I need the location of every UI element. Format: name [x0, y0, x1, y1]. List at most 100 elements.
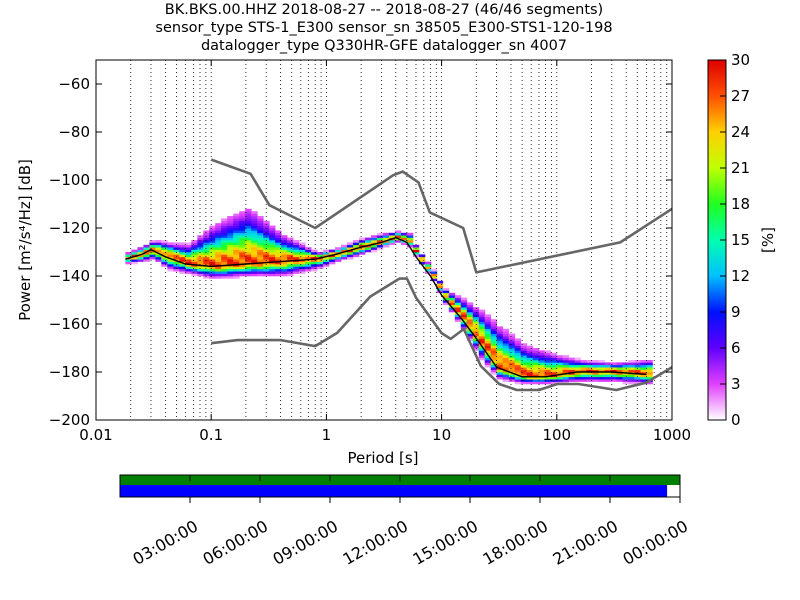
heatmap-cell [472, 338, 480, 342]
heatmap-cell [281, 240, 288, 243]
heatmap-cell [592, 379, 599, 382]
heatmap-cell [125, 252, 132, 255]
heatmap-cell [550, 376, 557, 380]
heatmap-cell [173, 266, 180, 270]
heatmap-cell [406, 240, 414, 243]
heatmap-cell [490, 324, 498, 327]
heatmap-cell [155, 249, 162, 253]
heatmap-cell [203, 247, 210, 250]
heatmap-cell [269, 228, 276, 231]
y-tick-label: −200 [49, 411, 90, 429]
heatmap-cell [592, 372, 599, 375]
heatmap-cell [203, 235, 210, 238]
heatmap-cell [490, 333, 498, 337]
heatmap-cell [556, 369, 563, 373]
heatmap-cell [311, 249, 318, 253]
heatmap-cell [347, 247, 354, 250]
heatmap-cell [598, 374, 605, 378]
heatmap-cell [574, 362, 581, 366]
heatmap-cell [454, 304, 462, 308]
heatmap-cell [149, 247, 156, 250]
heatmap-cell [484, 336, 492, 339]
heatmap-cell [251, 252, 258, 255]
heatmap-cell [526, 362, 534, 366]
heatmap-cell [227, 228, 234, 231]
heatmap-cell [466, 302, 474, 306]
heatmap-cell [478, 338, 486, 342]
heatmap-cell [568, 362, 575, 366]
heatmap-cell [628, 379, 635, 382]
heatmap-cell [185, 268, 192, 272]
heatmap-cell [460, 316, 468, 320]
heatmap-cell [245, 230, 252, 234]
heatmap-cell [257, 235, 264, 238]
heatmap-cell [466, 319, 474, 322]
heatmap-cell [634, 364, 641, 368]
heatmap-cell [167, 242, 174, 246]
heatmap-cell [239, 225, 246, 229]
heatmap-cell [448, 304, 456, 308]
heatmap-cell [454, 307, 462, 310]
heatmap-cell [448, 292, 456, 296]
heatmap-cell [185, 259, 192, 262]
heatmap-cell [281, 256, 288, 260]
heatmap-cell [293, 264, 300, 267]
heatmap-cell [466, 336, 474, 339]
heatmap-cell [215, 235, 222, 238]
heatmap-cell [347, 244, 354, 248]
heatmap-cell [418, 261, 426, 265]
heatmap-cell [580, 367, 587, 370]
colorbar-tick-label: 24 [731, 123, 750, 141]
heatmap-cell [305, 256, 312, 260]
heatmap-cell [466, 321, 474, 325]
heatmap-cell [209, 261, 216, 265]
heatmap-cell [460, 297, 468, 301]
heatmap-cell [502, 345, 510, 349]
heatmap-cell [634, 381, 641, 385]
heatmap-cell [203, 273, 210, 277]
heatmap-cell [257, 273, 264, 277]
heatmap-cell [544, 357, 551, 361]
heatmap-cell [161, 240, 168, 243]
heatmap-cell [532, 350, 540, 354]
heatmap-cell [275, 237, 282, 241]
heatmap-cell [227, 235, 234, 238]
heatmap-cell [347, 242, 354, 246]
heatmap-cell [239, 235, 246, 238]
heatmap-cell [203, 268, 210, 272]
heatmap-cell [610, 367, 617, 370]
heatmap-cell [622, 364, 629, 368]
heatmap-cell [496, 326, 504, 330]
heatmap-cell [520, 376, 528, 380]
heatmap-cell [269, 235, 276, 238]
heatmap-cell [245, 240, 252, 243]
heatmap-cell [215, 249, 222, 253]
heatmap-cell [179, 249, 186, 253]
heatmap-cell [287, 264, 294, 267]
heatmap-cell [197, 273, 204, 277]
heatmap-cell [203, 252, 210, 255]
heatmap-cell [269, 232, 276, 236]
y-tick-label: −60 [58, 75, 90, 93]
heatmap-cell [520, 348, 528, 351]
heatmap-cell [520, 357, 528, 361]
heatmap-cell [371, 240, 378, 243]
heatmap-cell [520, 364, 528, 368]
heatmap-cell [568, 379, 575, 382]
heatmap-cell [508, 343, 516, 346]
heatmap-cell [221, 261, 228, 265]
colorbar-tick-label: 30 [731, 51, 750, 69]
heatmap-cell [472, 326, 480, 330]
heatmap-cell [604, 367, 611, 370]
heatmap-cell [520, 350, 528, 354]
heatmap-cell [179, 271, 186, 274]
heatmap-cell [466, 326, 474, 330]
heatmap-cell [281, 268, 288, 272]
heatmap-cell [257, 252, 264, 255]
heatmap-cell [257, 232, 264, 236]
heatmap-cell [365, 247, 372, 250]
heatmap-cell [203, 244, 210, 248]
heatmap-cell [251, 273, 258, 277]
heatmap-cell [227, 223, 234, 226]
heatmap-cell [233, 230, 240, 234]
